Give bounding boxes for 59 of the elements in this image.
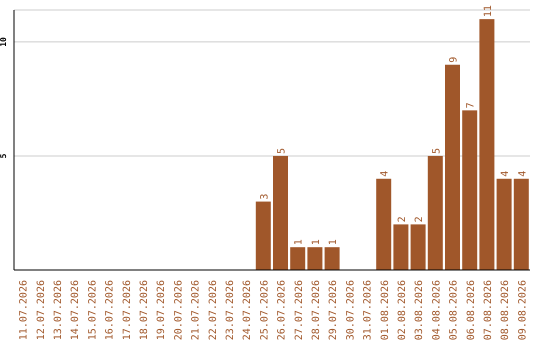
data-label: 2 (396, 216, 408, 222)
data-label: 7 (466, 102, 477, 108)
x-tick-label: 23.07.2026 (225, 280, 236, 340)
bar (496, 178, 512, 270)
bar (479, 19, 494, 270)
x-tick-label: 17.07.2026 (122, 280, 133, 340)
data-label: 5 (431, 148, 442, 154)
x-tick-label: 03.08.2026 (414, 280, 426, 340)
bar (410, 224, 426, 270)
bar (428, 156, 443, 270)
x-tick-label: 26.07.2026 (276, 280, 288, 340)
data-label: 5 (276, 148, 288, 154)
x-tick-label: 19.07.2026 (156, 280, 168, 340)
x-tick-label: 31.07.2026 (362, 280, 374, 340)
x-tick-label: 13.07.2026 (53, 280, 64, 340)
x-tick-label: 02.08.2026 (397, 280, 408, 340)
x-tick-label: 12.07.2026 (36, 280, 47, 340)
bar (273, 156, 288, 270)
bar (324, 247, 340, 270)
bar (514, 178, 529, 270)
x-tick-label: 20.07.2026 (173, 280, 184, 340)
data-label: 1 (328, 239, 340, 246)
data-label: 4 (380, 170, 391, 177)
x-tick-label: 18.07.2026 (139, 280, 150, 340)
data-label: 1 (310, 239, 322, 246)
x-tick-label: 24.07.2026 (242, 280, 254, 340)
x-tick-label: 14.07.2026 (70, 280, 82, 340)
data-label: 2 (414, 216, 426, 222)
y-tick-label: 10 (0, 36, 8, 47)
data-label: 11 (482, 5, 494, 18)
data-label: 3 (259, 194, 270, 200)
x-tick-label: 16.07.2026 (104, 280, 116, 340)
x-tick-label: 15.07.2026 (87, 280, 98, 340)
x-tick-label: 25.07.2026 (259, 280, 270, 340)
x-tick-label: 06.08.2026 (466, 280, 477, 340)
bar (256, 202, 271, 270)
x-tick-label: 11.07.2026 (18, 280, 30, 340)
x-tick-label: 30.07.2026 (345, 280, 356, 340)
bar (393, 224, 408, 270)
x-tick-label: 28.07.2026 (311, 280, 322, 340)
x-tick-label: 04.08.2026 (431, 280, 442, 340)
x-tick-label: 21.07.2026 (190, 280, 202, 340)
x-tick-label: 27.07.2026 (294, 280, 305, 340)
x-tick-label: 01.08.2026 (380, 280, 391, 340)
data-label: 1 (294, 239, 305, 246)
data-label: 4 (517, 170, 528, 177)
data-label: 4 (500, 170, 512, 177)
data-label: 9 (448, 56, 460, 63)
x-tick-label: 22.07.2026 (208, 280, 219, 340)
bar (290, 247, 306, 270)
bar (445, 64, 460, 270)
x-tick-label: 29.07.2026 (328, 280, 340, 340)
x-tick-label: 07.08.2026 (483, 280, 494, 340)
bar (376, 178, 392, 270)
x-tick-label: 09.08.2026 (517, 280, 528, 340)
x-tick-label: 08.08.2026 (500, 280, 512, 340)
bar (462, 110, 478, 270)
bar (307, 247, 322, 270)
x-tick-label: 05.08.2026 (448, 280, 460, 340)
